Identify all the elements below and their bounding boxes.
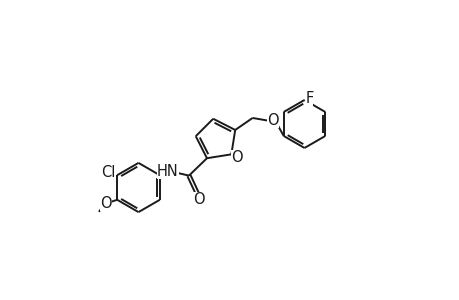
- Text: O: O: [230, 150, 242, 165]
- Text: HN: HN: [157, 164, 179, 179]
- Text: O: O: [100, 196, 112, 211]
- Text: F: F: [304, 91, 313, 106]
- Text: O: O: [267, 113, 278, 128]
- Text: Cl: Cl: [101, 165, 115, 180]
- Text: O: O: [192, 191, 204, 206]
